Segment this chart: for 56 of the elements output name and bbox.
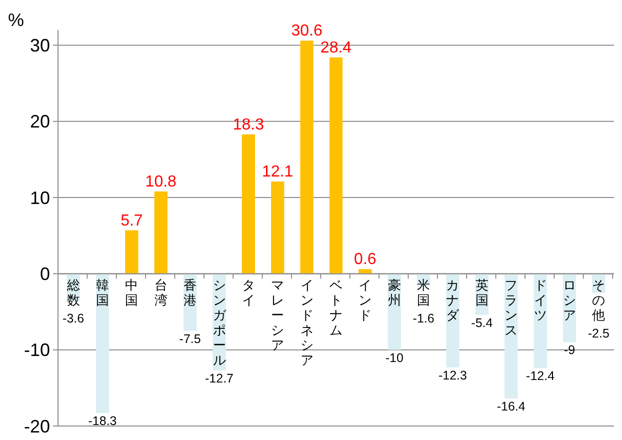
x-tick-label: 台湾 xyxy=(154,278,168,308)
bar xyxy=(329,57,343,274)
y-axis-title: % xyxy=(8,10,24,30)
x-tick-label: 香港 xyxy=(184,278,197,308)
y-tick-label: -20 xyxy=(24,416,50,436)
data-label: -12.7 xyxy=(205,372,234,386)
x-tick-label: その他 xyxy=(592,278,606,323)
y-tick-label: 0 xyxy=(40,264,50,284)
y-tick-label: 30 xyxy=(30,36,50,56)
data-label: 30.6 xyxy=(291,22,322,40)
x-tick-label: シンガポール xyxy=(212,278,227,368)
x-tick-label: ドイツ xyxy=(534,278,547,323)
bar xyxy=(300,40,314,274)
x-tick-label: 中国 xyxy=(125,278,138,308)
data-label: -2.5 xyxy=(588,326,610,341)
x-tick-label: 豪州 xyxy=(388,278,401,308)
x-tick-label: タイ xyxy=(242,278,255,308)
x-tick-label: 総数 xyxy=(66,278,80,308)
x-tick-label: カナダ xyxy=(446,278,460,323)
x-tick-label: ロシア xyxy=(562,278,576,323)
data-label: 18.3 xyxy=(232,116,264,134)
data-label: -16.4 xyxy=(496,400,526,414)
bar xyxy=(446,274,460,368)
bar xyxy=(358,269,372,274)
x-tick-label: 英国 xyxy=(475,278,488,308)
bar xyxy=(271,182,284,274)
data-label: 28.4 xyxy=(320,39,352,56)
bar xyxy=(534,274,547,368)
x-tick-label: インドネシア xyxy=(300,278,314,368)
data-label: -18.3 xyxy=(88,414,117,428)
bar xyxy=(504,274,518,399)
data-label: 10.8 xyxy=(145,173,177,190)
bar xyxy=(125,230,138,274)
data-label: 0.6 xyxy=(354,251,376,268)
x-tick-label: インド xyxy=(358,278,372,323)
data-label: -1.6 xyxy=(412,312,434,326)
y-tick-label: 10 xyxy=(30,188,50,208)
x-tick-label: 韓国 xyxy=(96,278,110,308)
y-tick-label: -10 xyxy=(24,340,50,360)
data-label: 12.1 xyxy=(262,164,294,181)
bar xyxy=(154,191,168,274)
x-tick-label: マレーシア xyxy=(271,278,284,353)
data-label: -10 xyxy=(385,350,404,365)
data-label: -12.3 xyxy=(438,368,468,382)
data-label: -12.4 xyxy=(526,369,555,384)
data-label: -7.5 xyxy=(179,332,201,346)
bar xyxy=(242,134,256,274)
data-label: -3.6 xyxy=(62,312,84,326)
data-label: -5.4 xyxy=(471,316,493,330)
x-tick-label: ベトナム xyxy=(330,278,342,338)
x-tick-label: 米国 xyxy=(417,278,430,308)
x-tick-label: フランス xyxy=(504,278,518,338)
data-label: -9 xyxy=(564,343,576,358)
bar xyxy=(96,274,110,414)
data-label: 5.7 xyxy=(120,212,143,230)
y-tick-label: 20 xyxy=(30,112,50,132)
